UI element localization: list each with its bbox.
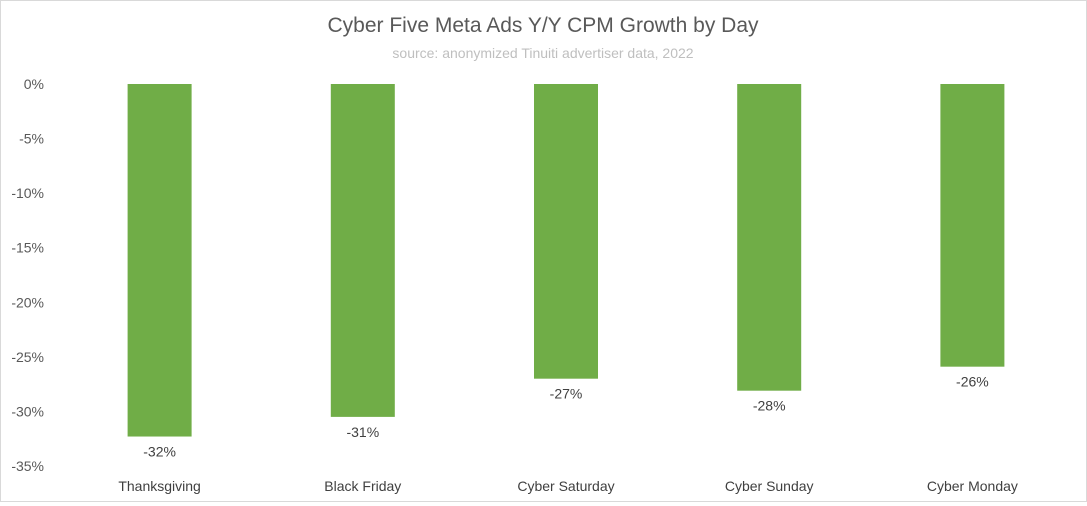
category-label: Thanksgiving (118, 478, 201, 494)
y-tick-label: -20% (11, 294, 44, 310)
bar (940, 84, 1005, 367)
chart-title: Cyber Five Meta Ads Y/Y CPM Growth by Da… (327, 14, 759, 37)
bar (737, 84, 802, 391)
y-tick-label: 0% (24, 76, 44, 92)
y-tick-label: -10% (11, 185, 44, 201)
y-tick-label: -35% (11, 458, 44, 474)
x-axis: Thanksgiving Black Friday Cyber Saturday Cy… (118, 478, 1018, 494)
category-label: Cyber Monday (927, 478, 1018, 494)
y-tick-label: -30% (11, 403, 44, 419)
bars (127, 84, 1005, 437)
bar (330, 84, 395, 417)
data-label: -31% (346, 424, 379, 440)
category-label: Black Friday (324, 478, 401, 494)
y-tick-label: -25% (11, 349, 44, 365)
y-tick-label: -5% (19, 131, 44, 147)
category-label: Cyber Saturday (517, 478, 614, 494)
bar (534, 84, 598, 379)
data-label: -27% (550, 386, 583, 402)
chart-subtitle: source: anonymized Tinuiti advertiser da… (392, 45, 693, 61)
y-axis: 0% -5% -10% -15% -20% -25% -30% -35% (11, 76, 44, 474)
data-labels: -32% -31% -27% -28% -26% (143, 374, 988, 460)
data-label: -26% (956, 374, 989, 390)
bar (127, 84, 192, 437)
category-label: Cyber Sunday (725, 478, 814, 494)
data-label: -28% (753, 398, 786, 414)
data-label: -32% (143, 444, 176, 460)
y-tick-label: -15% (11, 240, 44, 256)
